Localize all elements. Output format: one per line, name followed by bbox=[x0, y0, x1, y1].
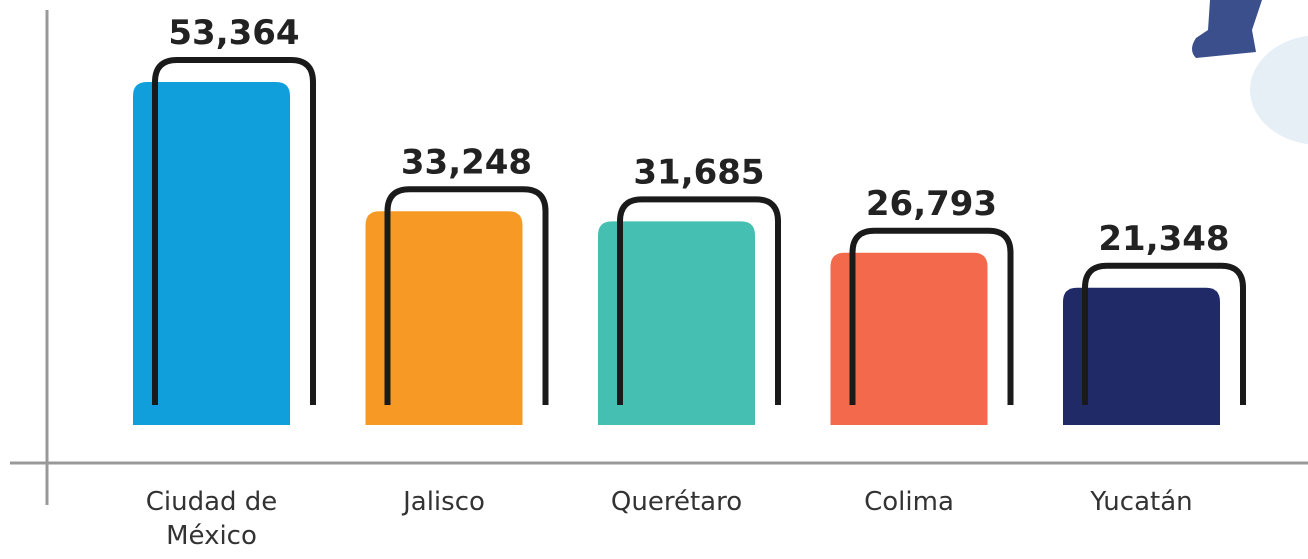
x-tick-label: Jalisco bbox=[403, 487, 485, 517]
value-label: 31,685 bbox=[633, 152, 764, 192]
bar-bracket bbox=[152, 57, 316, 405]
value-label: 26,793 bbox=[866, 184, 997, 224]
bar bbox=[598, 221, 755, 425]
bar bbox=[1063, 287, 1220, 425]
bar bbox=[830, 252, 988, 425]
decor-shoe bbox=[1192, 0, 1262, 58]
decor-circle bbox=[1250, 35, 1308, 145]
x-tick-label: Querétaro bbox=[610, 487, 743, 517]
bar-bracket bbox=[849, 227, 1014, 405]
x-tick-label: Ciudad de México bbox=[145, 487, 278, 551]
value-label: 33,248 bbox=[401, 142, 532, 182]
bar-bracket bbox=[617, 196, 781, 405]
bar bbox=[133, 82, 290, 425]
x-tick-label: Colima bbox=[864, 487, 954, 517]
value-label: 53,364 bbox=[168, 13, 299, 53]
bar-bracket bbox=[384, 186, 549, 405]
x-tick-label: Yucatán bbox=[1090, 487, 1193, 517]
value-label: 21,348 bbox=[1098, 219, 1229, 259]
bar-bracket bbox=[1082, 262, 1246, 405]
bar bbox=[365, 211, 523, 425]
